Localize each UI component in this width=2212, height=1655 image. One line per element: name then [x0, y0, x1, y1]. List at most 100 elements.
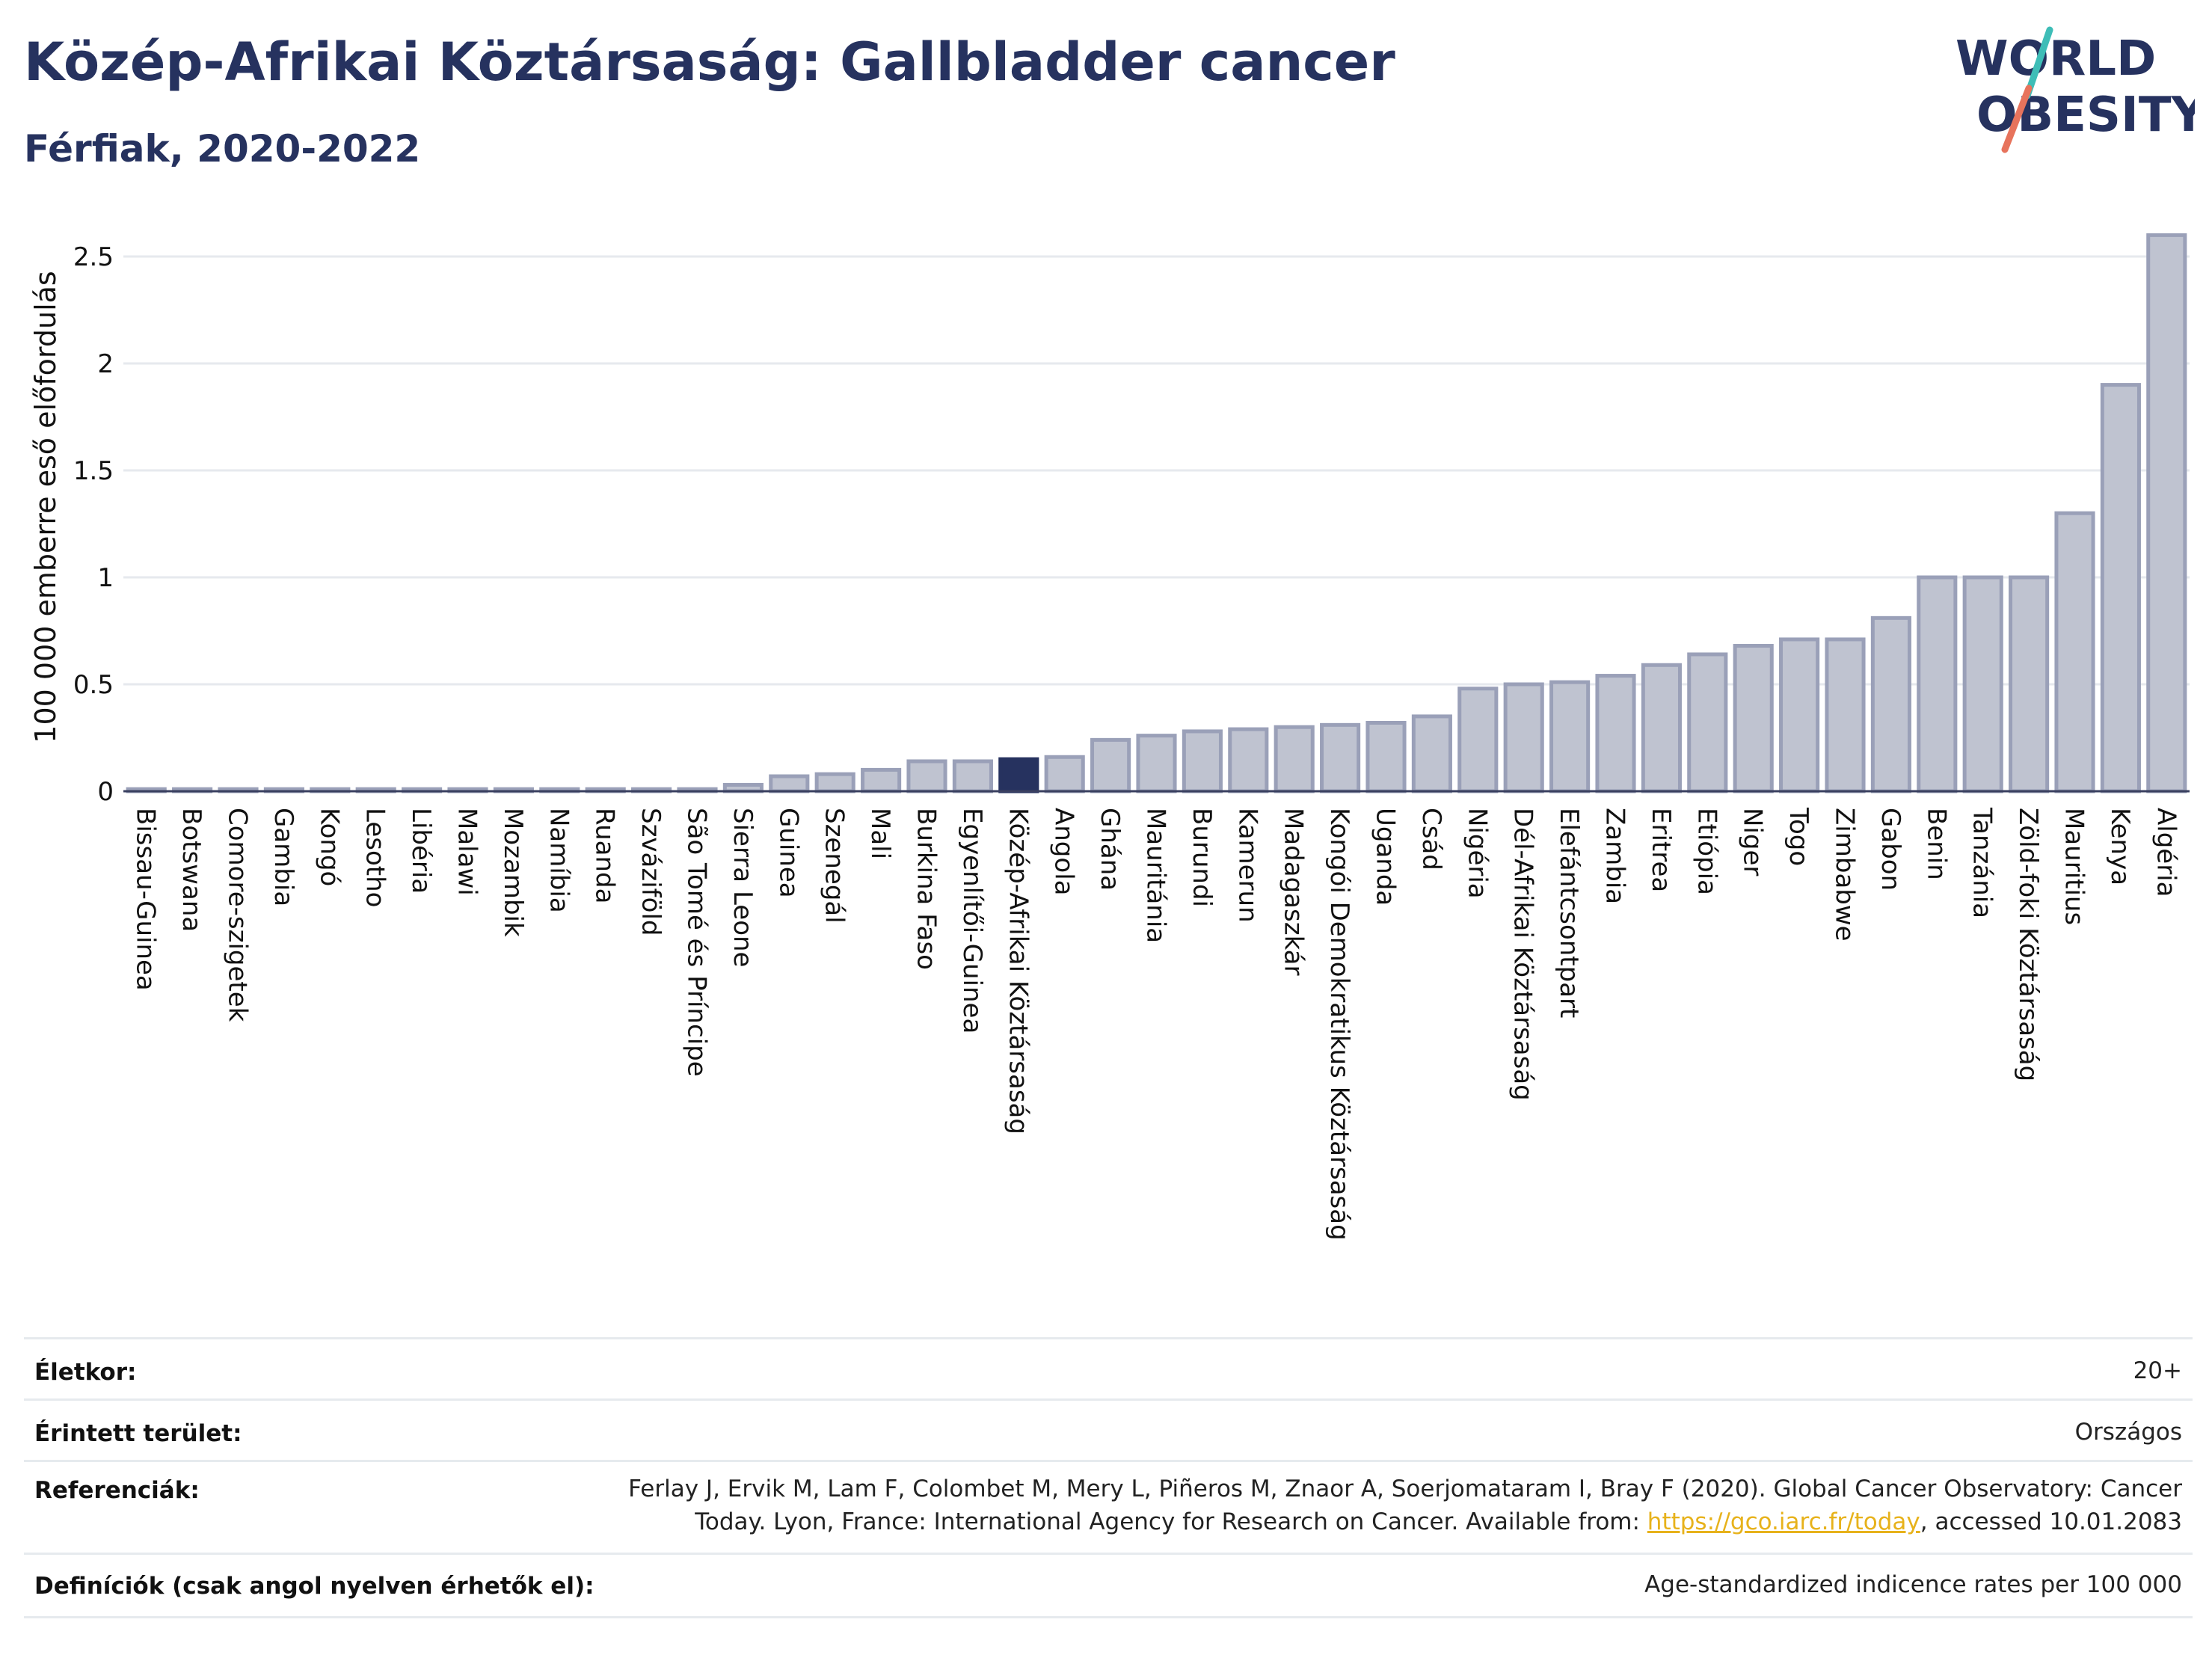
meta-row-area: Érintett terület: Országos — [24, 1398, 2193, 1462]
x-tick-label: Angola — [1049, 808, 1079, 895]
x-tick-label: Ruanda — [590, 808, 620, 903]
y-tick-label: 0 — [97, 777, 114, 807]
x-tick-label: Nigéria — [1462, 808, 1492, 899]
bar — [861, 767, 902, 793]
x-tick-label: Madagaszkár — [1279, 808, 1309, 975]
y-tick-label: 0.5 — [73, 670, 114, 700]
bar — [1733, 644, 1774, 793]
x-tick-label: Ghána — [1095, 808, 1125, 891]
references-line-2-text: Today. Lyon, France: International Agenc… — [695, 1508, 1647, 1535]
area-value: Országos — [2074, 1419, 2182, 1446]
bar — [1411, 714, 1452, 793]
meta-row-references: Referenciák: Ferlay J, Ervik M, Lam F, C… — [24, 1460, 2193, 1555]
x-tick-label: Lesotho — [360, 808, 390, 907]
bar — [2054, 511, 2095, 793]
bar — [1320, 722, 1361, 793]
x-tick-label: Tanzánia — [1967, 807, 1997, 918]
x-tick-label: Etiópia — [1692, 808, 1721, 895]
x-tick-label: São Tomé és Príncipe — [682, 808, 712, 1077]
x-tick-label: Bissau-Guinea — [131, 808, 161, 991]
x-tick-label: Malawi — [452, 808, 482, 896]
x-tick-label: Kongói Demokratikus Köztársaság — [1324, 808, 1354, 1241]
y-tick-label: 2.5 — [73, 242, 114, 272]
world-obesity-logo: WORLD OBESITY — [1956, 26, 2195, 153]
x-tick-label: Dél-Afrikai Köztársaság — [1508, 808, 1538, 1101]
x-tick-label: Sierra Leone — [728, 808, 758, 967]
bar-highlighted — [998, 757, 1039, 793]
x-tick-label: Uganda — [1371, 808, 1401, 906]
bar — [1044, 755, 1085, 793]
bar — [952, 759, 993, 793]
x-tick-label: Szváziföld — [636, 808, 666, 936]
age-value: 20+ — [2133, 1357, 2182, 1384]
bar — [1090, 737, 1131, 793]
x-tick-label: Libéria — [406, 808, 436, 894]
x-tick-label: Kenya — [2105, 808, 2135, 885]
x-tick-label: Togo — [1784, 807, 1813, 866]
definitions-value: Age-standardized indicence rates per 100… — [1644, 1571, 2182, 1598]
meta-row-definitions: Definíciók (csak angol nyelven érhetők e… — [24, 1553, 2193, 1618]
x-tick-label: Mauritánia — [1141, 808, 1171, 943]
x-tick-label: Eritrea — [1646, 808, 1676, 892]
x-tick-label: Csád — [1416, 808, 1446, 871]
y-axis-label: 100 000 emberre eső előfordulás — [29, 271, 62, 743]
x-tick-label: Comore-szigetek — [223, 808, 253, 1022]
x-tick-label: Burkina Faso — [912, 808, 941, 970]
x-tick-label: Gambia — [268, 808, 298, 906]
bar — [1457, 687, 1499, 793]
age-label: Életkor: — [34, 1359, 137, 1386]
logo-text-world: WORLD — [1956, 31, 2156, 87]
definitions-label: Definíciók (csak angol nyelven érhetők e… — [34, 1573, 595, 1600]
x-tick-label: Mauritius — [2059, 808, 2089, 925]
y-tick-label: 2 — [97, 349, 114, 379]
bar — [1641, 663, 1682, 793]
bar — [1687, 652, 1728, 793]
x-tick-label: Algéria — [2151, 808, 2181, 897]
logo-slash-coral — [2001, 85, 2033, 153]
references-accessed: , accessed 10.01.2083 — [1920, 1508, 2182, 1535]
x-tick-label: Zimbabwe — [1830, 808, 1860, 942]
bar — [1917, 575, 1958, 793]
x-tick-label: Mozambik — [498, 808, 528, 937]
x-tick-label: Kamerun — [1232, 808, 1262, 923]
x-tick-label: Egyenlítői-Guinea — [957, 808, 987, 1034]
x-tick-label: Mali — [865, 808, 895, 859]
bar — [1365, 720, 1407, 793]
x-tick-label: Zambia — [1600, 808, 1630, 904]
x-tick-label: Szenegál — [820, 808, 850, 924]
bar — [1870, 615, 1911, 793]
x-tick-label: Közép-Afrikai Köztársaság — [1003, 808, 1033, 1134]
bar — [1825, 637, 1866, 793]
bar-chart: 0 0.5 1 1.5 2 2.5 Bissau-Guinea Botswana Comore… — [29, 233, 2190, 1241]
references-label: Referenciák: — [34, 1477, 200, 1504]
bar — [2009, 575, 2050, 793]
y-tick-label: 1 — [97, 563, 114, 593]
y-tick-label: 1.5 — [73, 456, 114, 486]
references-link[interactable]: https://gco.iarc.fr/today — [1647, 1508, 1920, 1535]
bar — [906, 759, 947, 793]
bar — [1182, 729, 1223, 793]
bar — [2100, 383, 2141, 793]
x-tick-label: Kongó — [314, 808, 344, 886]
bar — [1503, 682, 1544, 793]
page-title: Közép-Afrikai Köztársaság: Gallbladder c… — [24, 31, 1395, 93]
bar — [1136, 734, 1177, 793]
logo-slash-teal — [2024, 26, 2053, 99]
bar — [2146, 233, 2187, 793]
bar — [1274, 725, 1315, 793]
x-tick-label: Burundi — [1187, 808, 1217, 907]
x-tick-label: Botswana — [176, 808, 206, 932]
references-line-2: Today. Lyon, France: International Agenc… — [628, 1505, 2182, 1538]
x-tick-label: Elefántcsontpart — [1554, 808, 1584, 1018]
bar — [1549, 680, 1591, 793]
meta-row-age: Életkor: 20+ — [24, 1337, 2193, 1401]
references-value: Ferlay J, Ervik M, Lam F, Colombet M, Me… — [628, 1473, 2182, 1538]
references-line-1: Ferlay J, Ervik M, Lam F, Colombet M, Me… — [628, 1476, 2182, 1502]
bar — [1962, 575, 2003, 793]
bar — [769, 774, 810, 793]
area-label: Érintett terület: — [34, 1420, 242, 1447]
bar — [1595, 674, 1636, 793]
page-subtitle: Férfiak, 2020-2022 — [24, 127, 421, 171]
x-tick-label: Namíbia — [544, 808, 574, 913]
x-tick-label: Zöld-foki Köztársaság — [2013, 808, 2043, 1081]
